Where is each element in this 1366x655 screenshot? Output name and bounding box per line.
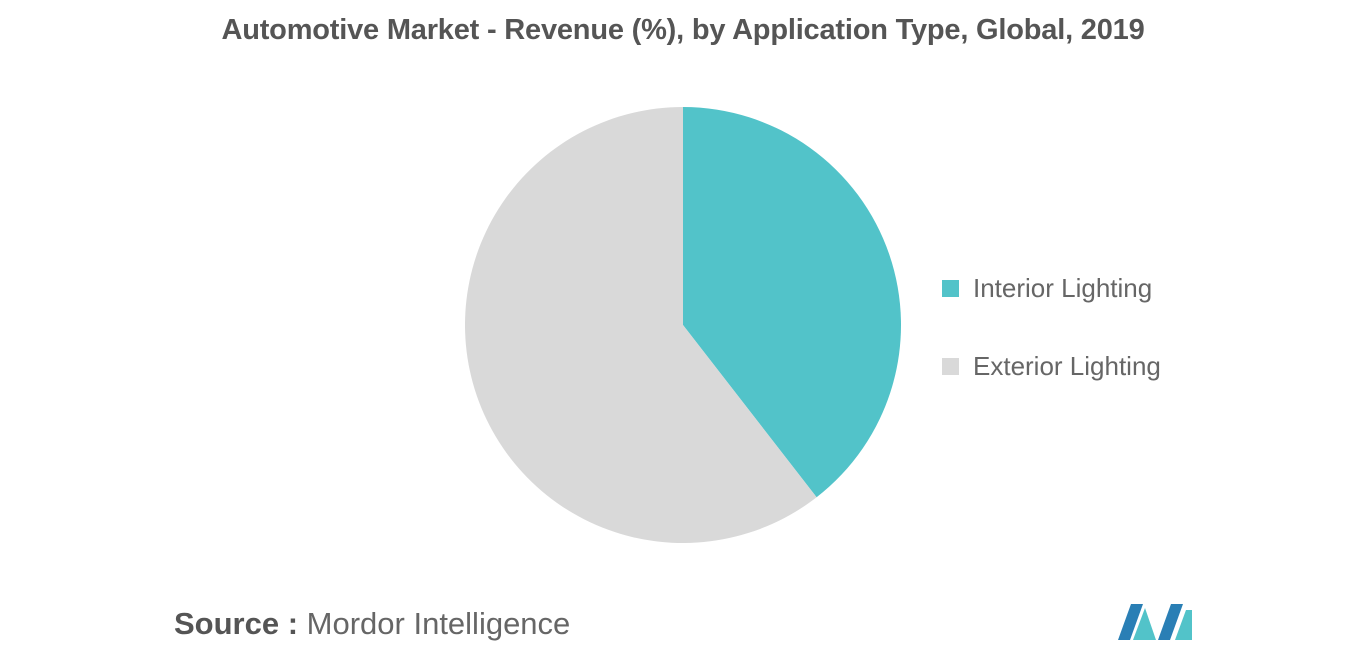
chart-title: Automotive Market - Revenue (%), by Appl…: [221, 14, 1145, 46]
logo-shape-right: [1158, 604, 1183, 640]
logo-shape-end: [1175, 610, 1192, 640]
mordor-intelligence-logo: [1118, 604, 1192, 640]
source-prefix: Source :: [174, 606, 299, 641]
legend-swatch-exterior-lighting: [942, 357, 959, 375]
legend-item-exterior-lighting: Exterior Lighting: [942, 346, 1161, 386]
legend: Interior Lighting Exterior Lighting: [942, 268, 1161, 424]
source-note: Source : Mordor Intelligence: [174, 606, 570, 642]
source-text: Mordor Intelligence: [306, 606, 571, 641]
pie-slice-exterior-lighting: [464, 107, 817, 543]
legend-item-interior-lighting: Interior Lighting: [942, 268, 1161, 308]
logo-shape-left: [1118, 604, 1143, 640]
legend-swatch-interior-lighting: [942, 279, 959, 297]
pie-slice-interior-lighting: [683, 107, 901, 498]
logo-shape-mid: [1133, 608, 1156, 640]
legend-label-exterior-lighting: Exterior Lighting: [973, 350, 1161, 381]
legend-label-interior-lighting: Interior Lighting: [973, 272, 1153, 303]
